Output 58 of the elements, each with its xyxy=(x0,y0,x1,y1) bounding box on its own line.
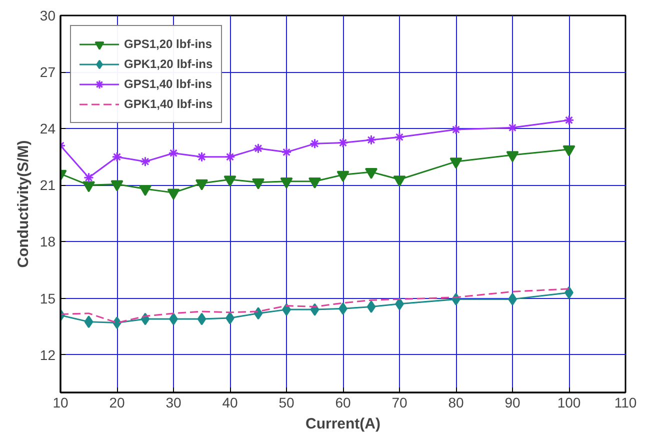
y-tick-label: 21 xyxy=(40,177,56,194)
point xyxy=(224,152,236,162)
x-tick-label: 30 xyxy=(166,394,182,410)
point xyxy=(393,176,406,187)
point xyxy=(84,172,94,183)
x-tick-label: 50 xyxy=(278,394,294,410)
point xyxy=(112,152,122,162)
legend-label: GPS1,20 lbf-ins xyxy=(124,37,212,51)
point xyxy=(564,114,574,126)
point xyxy=(196,152,207,162)
x-tick-label: 80 xyxy=(448,394,464,410)
point xyxy=(167,188,180,200)
point xyxy=(310,138,320,149)
y-tick-label: 15 xyxy=(40,290,56,306)
point xyxy=(281,146,292,158)
point xyxy=(338,137,348,148)
point xyxy=(450,124,462,135)
x-tick-label: 10 xyxy=(52,394,68,410)
point xyxy=(365,168,378,180)
y-tick-label: 12 xyxy=(40,346,56,363)
x-tick-label: 60 xyxy=(335,394,351,410)
y-tick-label: 24 xyxy=(40,120,56,137)
point xyxy=(224,176,236,187)
legend-label: GPK1,40 lbf-ins xyxy=(124,97,213,111)
point xyxy=(280,177,293,188)
point xyxy=(110,180,124,192)
x-tick-label: 100 xyxy=(557,394,581,410)
x-tick-label: 20 xyxy=(109,394,125,410)
point xyxy=(366,300,376,313)
x-tick-label: 40 xyxy=(222,394,238,410)
point xyxy=(197,312,206,326)
y-axis-title: Conductivity(S/M) xyxy=(14,140,32,268)
point xyxy=(507,122,518,133)
point xyxy=(252,178,264,190)
y-tick-label: 30 xyxy=(40,8,56,24)
point xyxy=(82,181,95,192)
point xyxy=(168,148,179,158)
point xyxy=(308,177,321,188)
point xyxy=(254,307,263,320)
point xyxy=(253,143,264,154)
x-tick-label: 90 xyxy=(504,394,520,410)
point xyxy=(139,184,152,196)
x-tick-label: 110 xyxy=(614,394,637,410)
x-tick-label: 70 xyxy=(392,394,408,410)
point xyxy=(562,145,576,156)
point xyxy=(394,132,405,142)
y-tick-label: 18 xyxy=(40,234,56,250)
legend-label: GPK1,20 lbf-ins xyxy=(124,57,213,71)
point xyxy=(366,134,376,146)
point xyxy=(336,170,350,182)
point xyxy=(84,316,94,328)
x-axis-title: Current(A) xyxy=(306,416,381,432)
point xyxy=(196,179,208,190)
legend-label: GPS1,40 lbf-ins xyxy=(124,77,212,91)
point xyxy=(450,158,462,169)
point xyxy=(506,151,519,162)
y-tick-label: 27 xyxy=(40,64,56,80)
point xyxy=(140,156,150,167)
